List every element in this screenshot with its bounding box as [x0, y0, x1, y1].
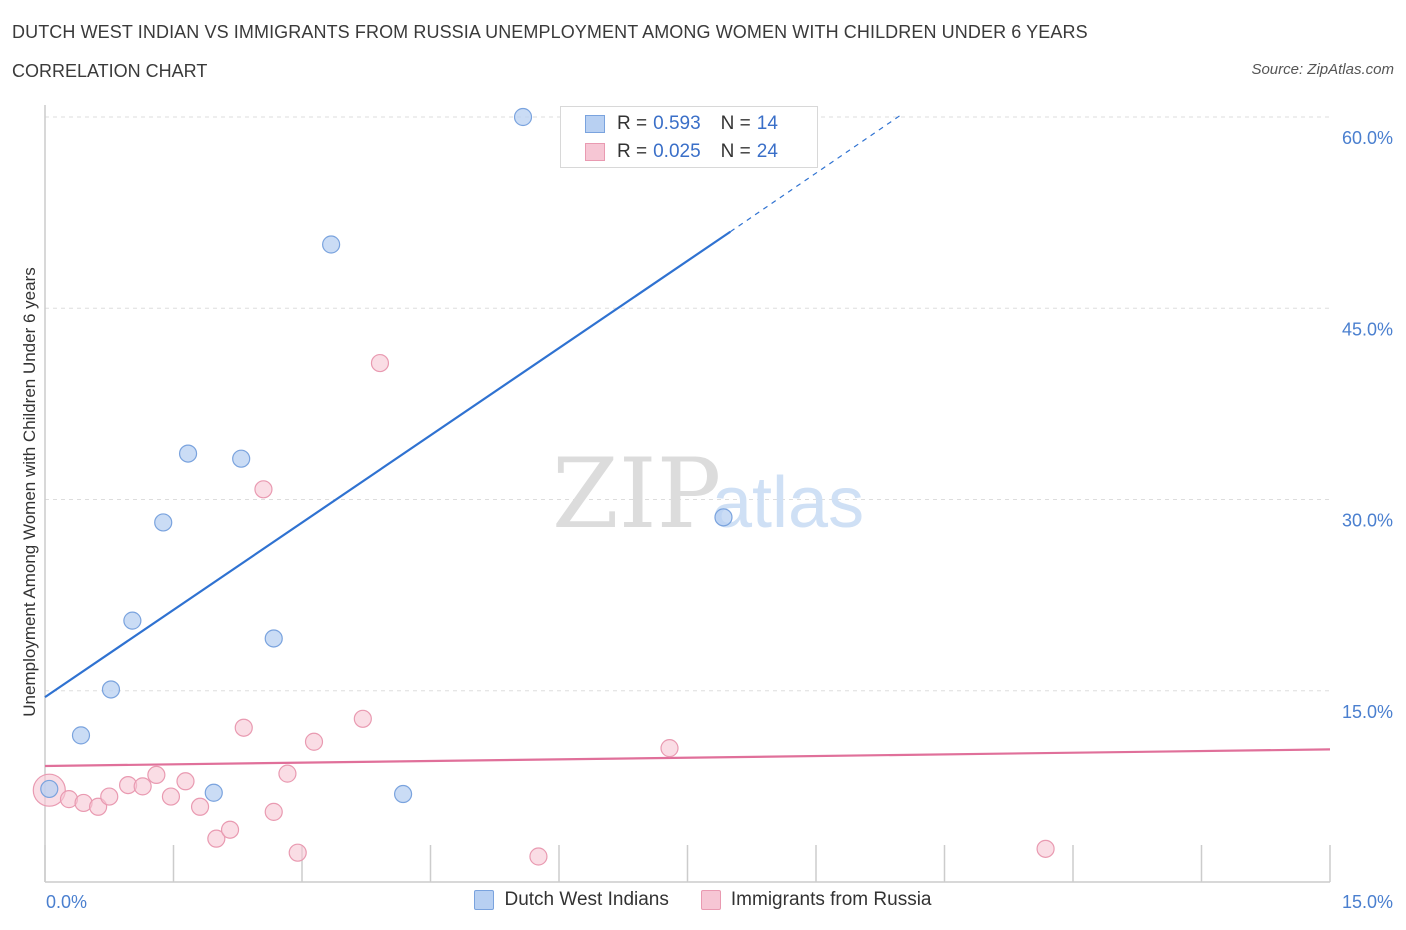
- point-immigrants-from-russia: [234, 718, 253, 737]
- point-immigrants-from-russia: [353, 709, 372, 728]
- legend-swatch-russia: [585, 143, 605, 161]
- point-immigrants-from-russia: [207, 829, 226, 848]
- point-immigrants-from-russia: [1036, 839, 1055, 858]
- point-dutch-west-indians: [714, 508, 733, 527]
- y-tick-label: 15.0%: [1342, 702, 1393, 722]
- point-dutch-west-indians: [513, 107, 533, 127]
- points-layer: [32, 107, 1055, 866]
- labels-layer: 15.0% 30.0% 45.0% 60.0% 0.0% 15.0%: [46, 128, 1393, 912]
- point-immigrants-from-russia: [176, 772, 195, 791]
- point-immigrants-from-russia: [190, 797, 210, 816]
- point-dutch-west-indians: [154, 513, 173, 532]
- watermark-atlas: atlas: [712, 463, 864, 543]
- point-immigrants-from-russia: [288, 843, 307, 862]
- chart-title: DUTCH WEST INDIAN VS IMMIGRANTS FROM RUS…: [12, 22, 1088, 42]
- point-immigrants-from-russia: [660, 739, 679, 758]
- y-tick-label: 45.0%: [1342, 319, 1393, 339]
- point-immigrants-from-russia: [89, 797, 108, 816]
- axes-layer: [44, 105, 1331, 883]
- legend-n-value-russia: 24: [756, 141, 778, 162]
- point-immigrants-from-russia: [304, 732, 324, 751]
- point-dutch-west-indians: [322, 235, 341, 254]
- point-immigrants-from-russia: [161, 787, 181, 806]
- trendline-immigrants-from-russia: [44, 748, 1331, 768]
- point-dutch-west-indians: [40, 779, 59, 799]
- point-dutch-west-indians: [232, 449, 251, 468]
- point-dutch-west-indians: [264, 629, 283, 648]
- legend-swatch-dutch-west-indians: [474, 890, 495, 910]
- legend-r-label: R =: [617, 113, 648, 134]
- legend-n-label: N =: [720, 141, 751, 162]
- point-dutch-west-indians: [123, 611, 142, 630]
- point-immigrants-from-russia: [100, 787, 119, 806]
- legend-row-russia: R = 0.025 N = 24: [585, 140, 778, 164]
- legend-item-dutch-west-indians[interactable]: Dutch West Indians: [474, 889, 669, 911]
- point-immigrants-from-russia: [370, 353, 390, 373]
- point-immigrants-from-russia: [264, 802, 283, 821]
- legend-label-dutch-west-indians: Dutch West Indians: [504, 889, 669, 910]
- point-immigrants-from-russia: [147, 765, 166, 785]
- y-axis-label: Unemployment Among Women with Children U…: [20, 267, 39, 716]
- trendline-dutch-west-indians: [44, 230, 731, 699]
- legend-swatch-dutch: [585, 115, 605, 133]
- chart-subtitle: CORRELATION CHART: [12, 61, 208, 81]
- watermark-zip: ZIP: [552, 438, 721, 550]
- legend-row-dutch: R = 0.593 N = 14: [585, 112, 778, 136]
- point-dutch-west-indians: [204, 783, 223, 802]
- point-dutch-west-indians: [393, 784, 413, 804]
- x-tick-label: 0.0%: [46, 892, 87, 912]
- watermark: ZIP atlas: [552, 438, 864, 550]
- source-credit: Source: ZipAtlas.com: [1251, 61, 1394, 78]
- legend-n-label: N =: [720, 113, 751, 134]
- x-tick-label: 15.0%: [1342, 892, 1393, 912]
- legend-r-value-dutch: 0.593: [653, 113, 701, 134]
- point-dutch-west-indians: [178, 444, 198, 463]
- point-immigrants-from-russia: [254, 480, 273, 499]
- point-dutch-west-indians: [101, 680, 121, 699]
- point-immigrants-from-russia: [220, 820, 240, 839]
- trend-layer: [44, 113, 1331, 768]
- point-immigrants-from-russia: [133, 777, 152, 796]
- y-tick-label: 30.0%: [1342, 511, 1393, 531]
- legend-r-value-russia: 0.025: [653, 141, 701, 162]
- legend-item-immigrants-from-russia[interactable]: Immigrants from Russia: [700, 889, 932, 911]
- series-legend: Dutch West Indians Immigrants from Russi…: [0, 889, 1406, 911]
- legend-r-label: R =: [617, 141, 648, 162]
- trendline-extension-dutch-west-indians: [729, 113, 903, 233]
- grid-layer: [45, 116, 1330, 692]
- legend-label-immigrants-from-russia: Immigrants from Russia: [730, 889, 932, 910]
- legend-n-value-dutch: 14: [756, 113, 778, 134]
- legend-swatch-immigrants-from-russia: [700, 890, 721, 910]
- correlation-legend: R = 0.593 N = 14 R = 0.025 N = 24: [560, 106, 818, 168]
- point-immigrants-from-russia: [529, 847, 548, 866]
- y-tick-label: 60.0%: [1342, 128, 1393, 148]
- point-dutch-west-indians: [71, 726, 91, 745]
- point-immigrants-from-russia: [278, 764, 297, 783]
